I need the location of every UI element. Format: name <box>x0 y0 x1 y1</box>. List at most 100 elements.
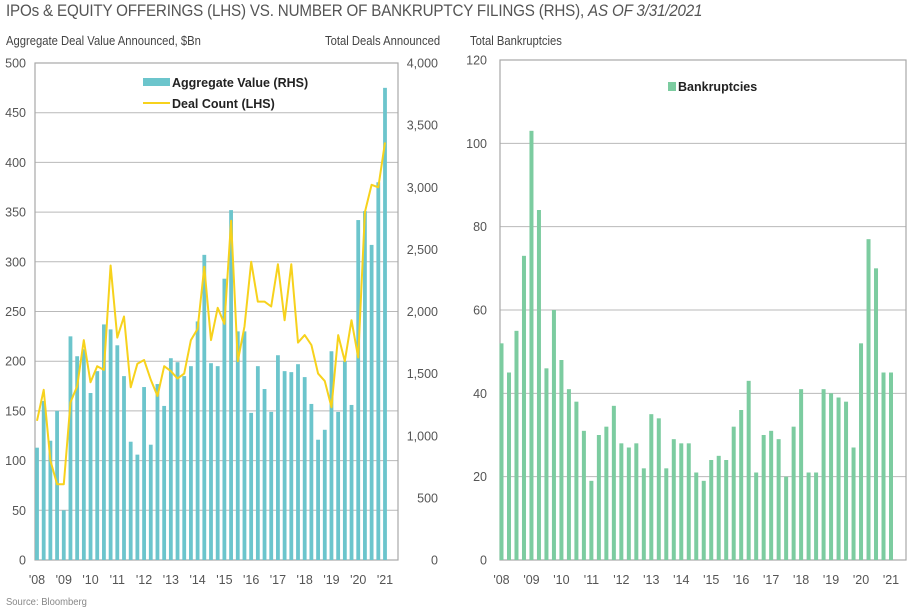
left-y-tick: 150 <box>5 404 26 418</box>
bankruptcy-bar <box>536 210 541 560</box>
bankruptcy-y-axis-title: Total Bankruptcies <box>470 34 562 48</box>
left-y-tick: 50 <box>12 504 26 518</box>
right-y-tick: 2,500 <box>407 243 438 257</box>
bankruptcy-y-tick: 20 <box>473 470 487 484</box>
bankruptcy-bar <box>814 472 819 560</box>
aggregate-value-bar <box>369 244 374 561</box>
legend-label-bankruptcies: Bankruptcies <box>678 80 757 94</box>
bankruptcy-bar <box>581 430 586 560</box>
aggregate-value-bar <box>48 440 53 560</box>
aggregate-value-bar <box>336 411 341 560</box>
aggregate-value-bar <box>68 336 73 560</box>
right-y-tick: 3,500 <box>407 119 438 133</box>
left-y-tick: 400 <box>5 156 26 170</box>
bankruptcy-bar <box>664 468 669 560</box>
bankruptcy-bar <box>761 435 766 560</box>
bankruptcy-bar <box>671 439 676 560</box>
aggregate-value-bar <box>175 362 180 560</box>
aggregate-value-bar <box>55 410 59 560</box>
aggregate-value-bar <box>189 366 193 560</box>
aggregate-value-bar <box>128 441 133 560</box>
left-x-tick: '17 <box>270 573 286 587</box>
aggregate-value-bar <box>75 356 80 560</box>
aggregate-value-bar <box>269 411 274 560</box>
bankruptcy-y-tick: 0 <box>480 554 487 568</box>
bankruptcy-x-tick: '20 <box>853 573 869 587</box>
bankruptcy-bar <box>596 435 601 560</box>
aggregate-value-bar <box>88 393 93 560</box>
aggregate-value-bar <box>115 345 120 560</box>
bankruptcy-x-tick: '15 <box>703 573 719 587</box>
aggregate-value-bar <box>329 351 334 560</box>
bankruptcy-bar <box>589 480 594 560</box>
right-y-tick: 4,000 <box>407 57 438 71</box>
aggregate-value-bar <box>282 371 287 560</box>
bankruptcy-bar <box>499 343 504 560</box>
aggregate-value-bar <box>215 366 220 560</box>
aggregate-value-bar <box>302 377 307 560</box>
bankruptcy-x-tick: '16 <box>733 573 749 587</box>
bankruptcy-bar <box>544 368 549 560</box>
title-asof: AS OF 3/31/2021 <box>588 2 703 20</box>
bankruptcy-bar <box>754 472 759 560</box>
aggregate-value-bar <box>235 331 240 560</box>
legend-swatch-bankruptcies <box>668 82 676 91</box>
aggregate-value-bar <box>35 447 39 560</box>
aggregate-value-bar <box>222 278 227 560</box>
bankruptcy-bar <box>521 255 526 561</box>
aggregate-value-bar <box>155 384 160 560</box>
bankruptcy-x-tick: '19 <box>823 573 839 587</box>
bankruptcy-x-tick: '12 <box>613 573 629 587</box>
aggregate-value-bar <box>102 324 106 560</box>
right-y-tick: 500 <box>417 491 438 505</box>
aggregate-value-bar <box>249 412 254 560</box>
bankruptcy-bar <box>514 330 519 560</box>
left-x-tick: '12 <box>136 573 152 587</box>
bankruptcy-bar <box>566 389 571 560</box>
left-y-tick: 200 <box>5 355 26 369</box>
title-main: IPOs & EQUITY OFFERINGS (LHS) VS. NUMBER… <box>6 2 589 20</box>
bankruptcy-bar <box>739 410 744 560</box>
left-x-tick: '08 <box>29 573 45 587</box>
bankruptcy-bar <box>829 393 834 560</box>
legend-label-deal-count: Deal Count (LHS) <box>172 97 275 111</box>
aggregate-value-bar <box>296 364 300 560</box>
left-x-tick: '11 <box>110 573 125 587</box>
bankruptcy-bar <box>694 472 699 560</box>
aggregate-value-bar <box>142 387 146 560</box>
aggregate-value-bar <box>195 321 200 560</box>
aggregate-value-bar <box>276 355 280 560</box>
bankruptcy-bar <box>551 310 556 560</box>
aggregate-value-bar <box>242 331 247 560</box>
bankruptcy-bar <box>821 389 826 560</box>
aggregate-value-bar <box>383 87 387 560</box>
left-x-tick: '18 <box>297 573 313 587</box>
bankruptcy-x-tick: '17 <box>763 573 779 587</box>
left-x-tick: '13 <box>163 573 179 587</box>
aggregate-value-bar <box>202 254 207 561</box>
bankruptcy-bar <box>874 268 879 560</box>
bankruptcy-bar <box>716 455 721 560</box>
left-y-tick: 350 <box>5 206 26 220</box>
bankruptcy-bar <box>889 372 893 560</box>
bankruptcy-bar <box>686 443 691 560</box>
bankruptcy-bar <box>806 472 811 560</box>
bankruptcy-y-tick: 120 <box>466 54 487 68</box>
legend-label-aggregate: Aggregate Value (RHS) <box>172 76 308 90</box>
bankruptcy-y-tick: 100 <box>466 137 487 151</box>
aggregate-value-bar <box>168 358 173 560</box>
aggregate-value-bar <box>376 182 381 560</box>
bankruptcy-bar <box>866 239 871 560</box>
left-x-tick: '19 <box>323 573 339 587</box>
aggregate-value-bar <box>309 403 314 560</box>
bankruptcy-bar <box>506 372 511 560</box>
bankruptcy-bar <box>769 430 774 560</box>
bankruptcy-bar <box>784 476 789 560</box>
bankruptcy-bar <box>836 397 841 560</box>
bankruptcy-bar <box>746 380 751 560</box>
aggregate-value-bar <box>148 444 153 560</box>
bankruptcy-bar <box>649 414 654 560</box>
left-y-axis-title: Aggregate Deal Value Announced, $Bn <box>6 34 201 48</box>
legend-swatch-aggregate <box>143 78 170 86</box>
